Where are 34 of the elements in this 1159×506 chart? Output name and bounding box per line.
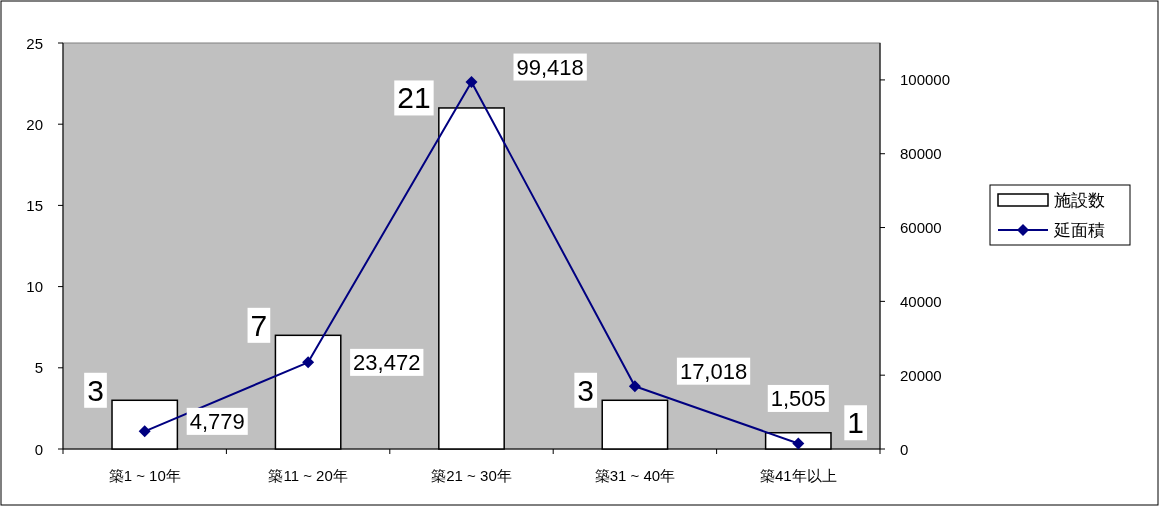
legend-label: 延面積 bbox=[1053, 220, 1105, 240]
x-tick-label: 築11 ~ 20年 bbox=[268, 466, 348, 484]
legend-label: 施設数 bbox=[1054, 190, 1105, 210]
y2-tick-label: 0 bbox=[900, 440, 909, 458]
data-label: 99,418 bbox=[516, 54, 584, 80]
y2-tick-label: 20000 bbox=[900, 366, 942, 384]
x-tick-label: 築31 ~ 40年 bbox=[594, 466, 676, 484]
data-label: 3 bbox=[577, 373, 595, 407]
x-tick-label: 築21 ~ 30年 bbox=[431, 466, 512, 484]
data-label: 3 bbox=[87, 373, 104, 407]
y-tick-label: 15 bbox=[26, 196, 43, 214]
data-label: 7 bbox=[250, 308, 268, 342]
data-label: 1 bbox=[847, 406, 865, 440]
y2-tick-label: 80000 bbox=[900, 145, 942, 163]
y2-tick-label: 100000 bbox=[900, 71, 951, 89]
y2-tick-label: 40000 bbox=[900, 292, 942, 310]
y-tick-label: 20 bbox=[26, 115, 43, 133]
point bbox=[465, 76, 478, 89]
point bbox=[628, 380, 641, 393]
data-label: 23,472 bbox=[353, 349, 421, 375]
y-tick-label: 5 bbox=[34, 359, 43, 377]
point bbox=[792, 437, 805, 450]
x-tick-label: 築1 ~ 10年 bbox=[108, 466, 181, 484]
data-label: 1,505 bbox=[770, 385, 826, 411]
y2-tick-label: 60000 bbox=[900, 219, 942, 237]
point bbox=[138, 425, 151, 438]
y-tick-label: 0 bbox=[34, 440, 43, 458]
data-label: 21 bbox=[397, 81, 431, 115]
data-label: 4,779 bbox=[189, 408, 245, 434]
point bbox=[302, 356, 315, 369]
y-tick-label: 10 bbox=[26, 278, 43, 296]
x-tick-label: 築41年以上 bbox=[759, 466, 837, 484]
y-tick-label: 25 bbox=[26, 34, 43, 52]
data-label: 17,018 bbox=[679, 358, 748, 384]
